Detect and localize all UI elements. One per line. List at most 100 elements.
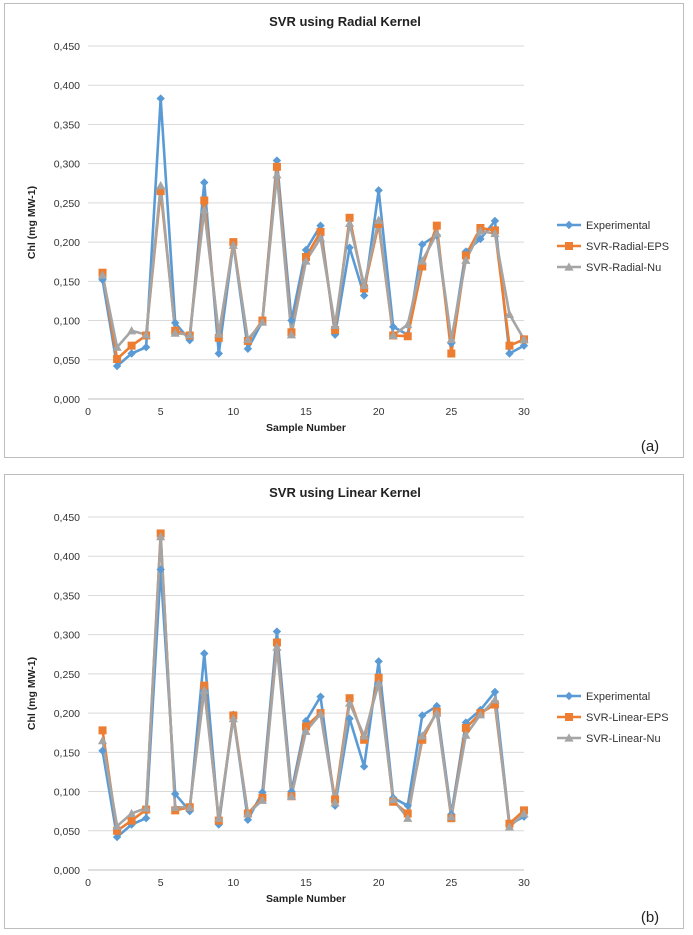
data-point	[432, 228, 442, 238]
x-tick-label: 25	[445, 877, 457, 889]
data-point	[272, 638, 281, 647]
data-point	[403, 813, 413, 822]
legend-label: Experimental	[586, 691, 650, 703]
data-point	[345, 694, 354, 703]
y-tick-label: 0,350	[54, 119, 80, 131]
data-point	[228, 240, 238, 249]
data-point	[272, 156, 282, 165]
data-point	[315, 709, 326, 718]
series-line-3	[101, 535, 525, 829]
data-point	[156, 187, 165, 196]
data-point	[374, 657, 383, 666]
legend-label: SVR-Radial-Nu	[586, 262, 661, 274]
data-point	[432, 221, 441, 230]
data-point	[141, 330, 151, 339]
y-tick-label: 0,200	[54, 708, 80, 720]
data-point	[301, 256, 311, 265]
data-point	[214, 329, 224, 338]
data-point	[156, 181, 166, 190]
y-tick-label: 0,150	[54, 747, 80, 759]
data-point	[389, 322, 398, 332]
data-point	[185, 330, 195, 339]
data-point	[403, 332, 412, 341]
x-tick-label: 15	[300, 877, 312, 889]
y-tick-label: 0,450	[54, 41, 80, 53]
x-tick-label: 5	[158, 877, 164, 889]
data-point	[127, 349, 136, 358]
data-point	[127, 326, 137, 335]
legend-marker	[564, 262, 574, 271]
panel-label: (b)	[641, 909, 659, 926]
x-tick-label: 20	[373, 406, 385, 418]
y-tick-label: 0,300	[54, 630, 80, 642]
data-point	[432, 708, 442, 717]
data-point	[301, 726, 311, 735]
legend-marker	[565, 242, 573, 250]
data-point	[330, 320, 340, 329]
y-tick-label: 0,150	[54, 276, 80, 288]
data-point	[170, 328, 180, 337]
data-point	[519, 341, 529, 350]
data-point	[199, 205, 209, 214]
data-point	[417, 256, 427, 265]
x-tick-label: 20	[373, 877, 385, 889]
data-point	[113, 826, 122, 835]
data-point	[331, 325, 340, 334]
y-axis-title: Chl (mg MW-1)	[26, 657, 38, 730]
data-point	[490, 228, 500, 238]
y-tick-label: 0,000	[54, 865, 80, 877]
data-point	[316, 221, 325, 230]
y-tick-label: 0,050	[54, 355, 80, 367]
data-point	[156, 94, 165, 103]
data-point	[345, 243, 354, 252]
y-tick-label: 0,400	[54, 551, 80, 563]
data-point	[418, 240, 427, 249]
chart-title: SVR using Linear Kernel	[269, 485, 421, 500]
data-point	[360, 735, 369, 744]
data-point	[257, 795, 267, 804]
data-point	[374, 220, 383, 229]
data-point	[461, 724, 470, 733]
data-point	[490, 700, 499, 709]
x-tick-label: 10	[227, 406, 239, 418]
x-tick-label: 0	[85, 877, 91, 889]
data-point	[359, 291, 369, 300]
data-point	[200, 178, 209, 187]
data-point	[112, 832, 122, 842]
data-point	[243, 344, 253, 353]
data-point	[228, 714, 238, 723]
data-point	[461, 255, 471, 264]
legend-marker	[564, 220, 574, 230]
series-line-3	[101, 173, 526, 349]
data-point	[98, 726, 107, 735]
data-point	[475, 710, 485, 719]
data-point	[316, 227, 325, 236]
data-point	[97, 735, 108, 745]
data-point	[417, 731, 427, 740]
data-point	[519, 334, 529, 344]
legend-label: SVR-Linear-Nu	[586, 733, 661, 745]
data-point	[504, 822, 515, 831]
data-point	[171, 318, 180, 328]
x-axis-title: Sample Number	[266, 893, 346, 905]
data-point	[185, 802, 195, 811]
chart-radial-svg: SVR using Radial Kernel 0,000 0,050 0,100 0,…	[26, 14, 669, 455]
x-tick-label: 10	[227, 877, 239, 889]
x-tick-label: 30	[518, 877, 530, 889]
legend-label: SVR-Linear-EPS	[586, 712, 669, 724]
x-tick-label: 5	[158, 406, 164, 418]
data-point	[301, 245, 311, 255]
data-point	[345, 218, 355, 227]
data-point	[505, 341, 514, 350]
data-point	[141, 814, 151, 823]
data-point	[112, 361, 122, 371]
data-point	[374, 186, 383, 195]
chart-linear-svg: SVR using Linear Kernel 0,000 0,050 0,100 0,…	[26, 485, 669, 926]
data-point	[272, 162, 281, 171]
data-point	[200, 681, 209, 690]
data-point	[519, 808, 529, 818]
x-axis-title: Sample Number	[266, 422, 346, 434]
data-point	[141, 343, 151, 352]
data-point	[127, 808, 137, 818]
x-tick-label: 15	[300, 406, 312, 418]
